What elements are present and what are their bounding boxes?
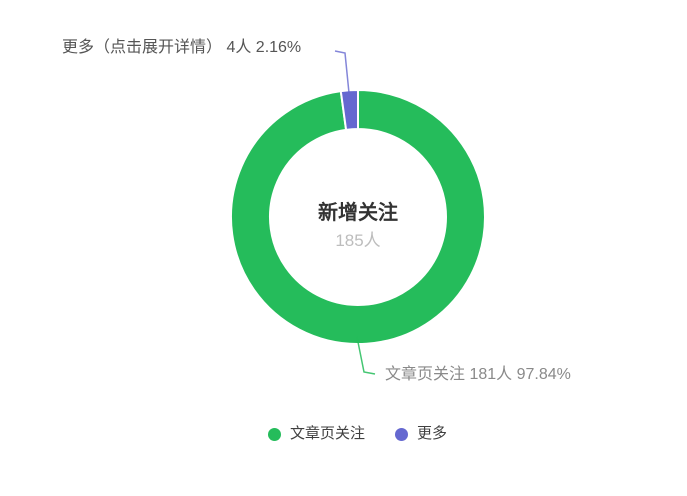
legend-label-more: 更多 xyxy=(417,425,448,442)
callout-line-article xyxy=(356,336,376,375)
legend-item-more[interactable]: 更多 xyxy=(395,424,447,444)
callout-line-more xyxy=(334,50,350,94)
donut-slice-more[interactable] xyxy=(339,89,359,131)
callout-label-article: 文章页关注 181人 97.84% xyxy=(385,366,571,383)
donut-slice-article[interactable] xyxy=(230,89,486,345)
legend-dot-article-icon xyxy=(267,427,281,441)
donut-slices xyxy=(230,89,486,345)
legend-label-article: 文章页关注 xyxy=(289,425,365,442)
callout-label-more[interactable]: 更多（点击展开详情） 4人 2.16% xyxy=(62,39,302,56)
legend-item-article[interactable]: 文章页关注 xyxy=(267,424,365,444)
donut-center-title: 新增关注 xyxy=(318,202,398,224)
chart-legend: 文章页关注 更多 xyxy=(0,424,687,444)
legend-dot-more-icon xyxy=(395,427,408,441)
donut-center-value: 185人 xyxy=(335,231,381,250)
